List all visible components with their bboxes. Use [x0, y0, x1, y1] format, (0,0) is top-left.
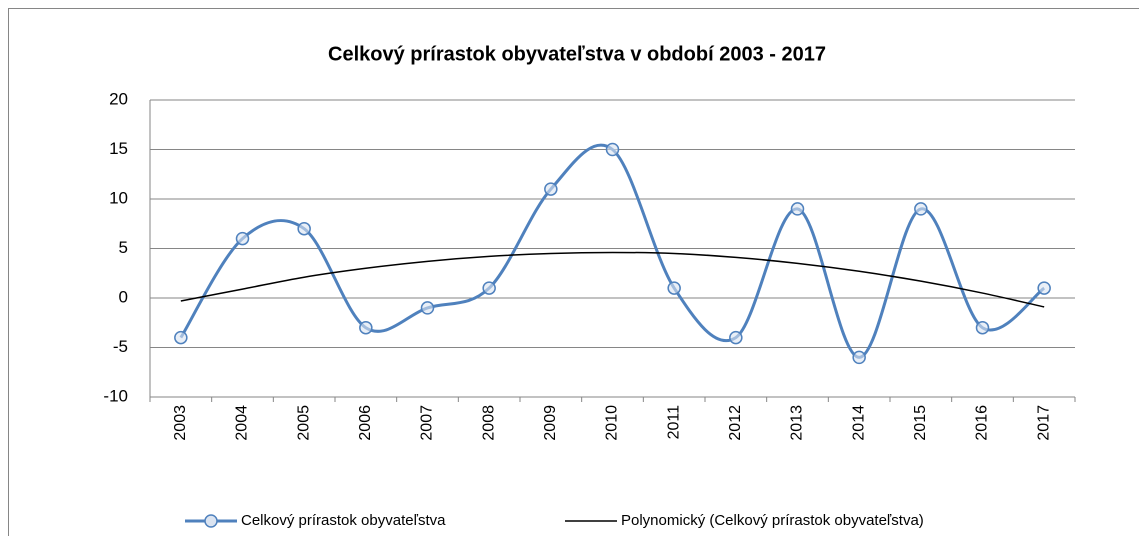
data-point [914, 202, 928, 216]
data-point [1037, 281, 1051, 295]
legend-marker [204, 514, 218, 528]
x-tick-label: 2015 [912, 405, 929, 441]
x-tick-label: 2016 [974, 405, 991, 441]
x-tick-label: 2017 [1035, 405, 1052, 441]
x-tick-label: 2005 [295, 405, 312, 441]
data-point [729, 330, 743, 345]
x-tick-label: 2009 [542, 405, 559, 441]
x-tick-label: 2010 [604, 405, 621, 441]
chart-title: Celkový prírastok obyvateľstva v období … [328, 43, 826, 65]
data-point [359, 320, 373, 335]
legend-label: Polynomický (Celkový prírastok obyvateľs… [621, 512, 924, 529]
x-tick-label: 2003 [172, 405, 189, 441]
data-point [235, 231, 250, 246]
x-tick-label: 2014 [850, 405, 867, 441]
y-tick-label: 5 [119, 238, 128, 257]
chart-frame [8, 8, 1139, 536]
x-tick-label: 2006 [357, 405, 374, 441]
data-point [482, 281, 496, 295]
y-tick-label: 10 [109, 188, 128, 207]
legend-label: Celkový prírastok obyvateľstva [241, 512, 446, 529]
x-tick-label: 2004 [234, 405, 251, 441]
series-line [179, 143, 1046, 359]
x-tick-label: 2008 [480, 405, 497, 441]
data-point [852, 350, 866, 365]
y-tick-label: 20 [109, 89, 128, 108]
y-tick-label: 15 [109, 139, 128, 158]
data-point [790, 202, 805, 216]
x-tick-label: 2011 [665, 405, 682, 440]
data-point [544, 182, 558, 196]
data-point [420, 301, 435, 315]
data-point [667, 281, 681, 295]
data-point [174, 330, 188, 345]
data-point [605, 142, 620, 157]
y-tick-label: -5 [113, 337, 128, 356]
y-tick-label: -10 [103, 386, 128, 405]
data-point [297, 221, 311, 236]
y-tick-label: 0 [119, 287, 128, 306]
x-tick-label: 2012 [727, 405, 744, 441]
x-tick-label: 2007 [419, 405, 436, 441]
x-tick-label: 2013 [789, 405, 806, 441]
data-point [975, 320, 990, 335]
series-line [180, 251, 1045, 308]
